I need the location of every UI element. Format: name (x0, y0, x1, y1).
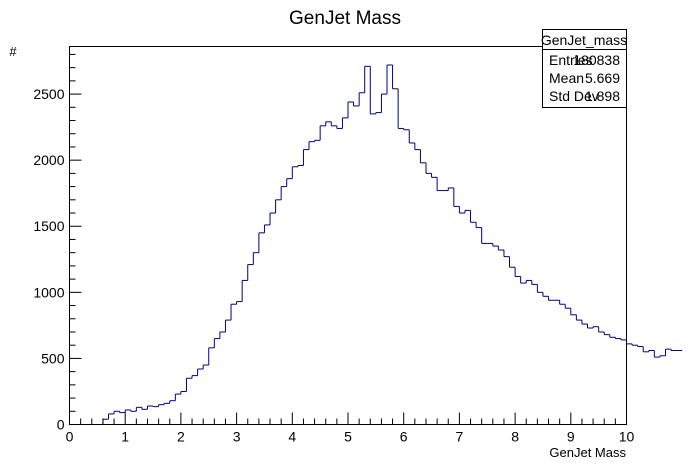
stats-box-frame (542, 29, 627, 108)
y-tick-label: 2500 (33, 86, 64, 102)
x-tick-label: 9 (567, 429, 575, 445)
chart-title: GenJet Mass (289, 8, 401, 29)
stats-entries-label: Entries (549, 52, 593, 68)
x-tick-label: 0 (66, 429, 74, 445)
y-tick-label: 1500 (33, 218, 64, 234)
stats-stddev-value: 1.898 (585, 88, 620, 104)
x-tick-label: 10 (619, 429, 635, 445)
x-axis: 0 1 2 3 4 5 6 7 8 9 10 (66, 412, 635, 445)
x-tick-label: 1 (121, 429, 129, 445)
x-tick-label: 3 (233, 429, 241, 445)
stats-mean-value: 5.669 (585, 70, 620, 86)
x-tick-label: 2 (177, 429, 185, 445)
x-axis-label: GenJet Mass (549, 445, 626, 460)
x-tick-label: 4 (288, 429, 296, 445)
x-tick-label: 5 (344, 429, 352, 445)
y-tick-label: 500 (41, 350, 65, 366)
x-tick-label: 7 (456, 429, 464, 445)
stats-stddev-label: Std Dev (549, 88, 599, 104)
histogram-series (69, 64, 683, 425)
y-tick-label: 0 (57, 417, 65, 433)
stats-box-title: GenJet_mass (541, 32, 627, 48)
y-axis-label: # (9, 44, 17, 59)
stats-entries-value: 180838 (573, 52, 620, 68)
y-tick-label: 2000 (33, 152, 64, 168)
y-axis: 0 500 1000 1500 2000 2500 (33, 53, 82, 433)
stats-box: GenJet_mass Entries 180838 Mean 5.669 St… (541, 29, 627, 108)
x-tick-label: 6 (400, 429, 408, 445)
x-tick-label: 8 (511, 429, 519, 445)
y-tick-label: 1000 (33, 284, 64, 300)
stats-mean-label: Mean (549, 70, 584, 86)
